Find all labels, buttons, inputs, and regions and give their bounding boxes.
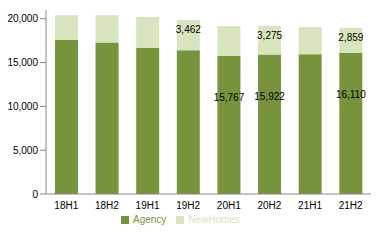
- svg-text:19H1: 19H1: [136, 200, 160, 211]
- svg-text:0: 0: [32, 189, 38, 200]
- svg-text:15,922: 15,922: [254, 91, 285, 102]
- svg-text:20H2: 20H2: [257, 200, 281, 211]
- svg-text:15,767: 15,767: [214, 92, 245, 103]
- svg-text:3,462: 3,462: [176, 24, 201, 35]
- svg-text:20,000: 20,000: [8, 13, 38, 24]
- html-text:Agency: Agency: [133, 214, 167, 225]
- html-text:NewHomes: NewHomes: [188, 214, 240, 225]
- svg-text:18H1: 18H1: [54, 200, 78, 211]
- svg-text:19H2: 19H2: [176, 200, 200, 211]
- svg-text:15,000: 15,000: [8, 57, 38, 68]
- svg-text:5,000: 5,000: [13, 145, 38, 156]
- svg-text:20H1: 20H1: [217, 200, 241, 211]
- svg-text:2,859: 2,859: [338, 32, 363, 43]
- svg-text:16,110: 16,110: [336, 89, 366, 100]
- svg-text:18H2: 18H2: [95, 200, 119, 211]
- svg-text:21H2: 21H2: [339, 200, 363, 211]
- svg-text:21H1: 21H1: [298, 200, 322, 211]
- svg-text:10,000: 10,000: [8, 101, 38, 112]
- svg-text:3,275: 3,275: [257, 30, 282, 41]
